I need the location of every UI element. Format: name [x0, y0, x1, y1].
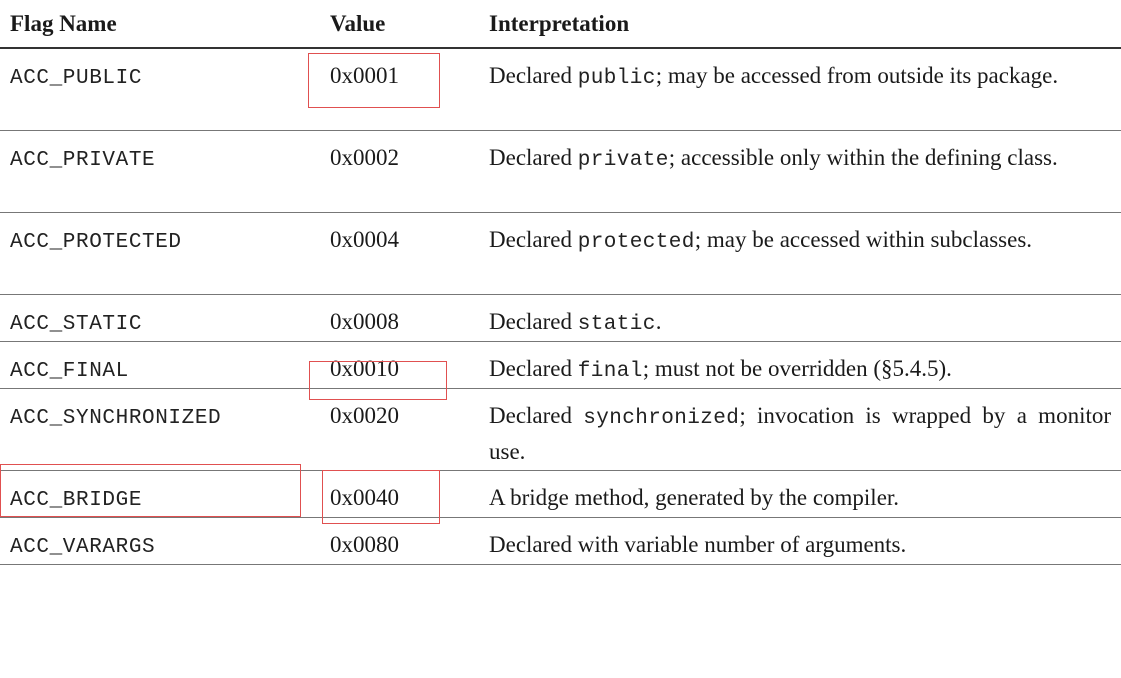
flag-value-cell: 0x0008: [308, 294, 479, 342]
interpretation-text: Declared: [489, 356, 578, 381]
interpretation-text: ; must not be overridden (§5.4.5).: [642, 356, 952, 381]
interpretation-text: ; invocation is wrapped by a monitor use…: [489, 403, 1112, 464]
interpretation-text: Declared: [489, 227, 578, 252]
code-keyword: final: [577, 360, 643, 383]
flag-name-cell: ACC_SYNCHRONIZED: [0, 388, 308, 471]
table-row: ACC_SYNCHRONIZED 0x0020 Declared synchro…: [0, 388, 1121, 471]
flag-name-cell: ACC_FINAL: [0, 341, 308, 389]
interpretation-text: Declared: [489, 309, 578, 334]
interpretation-cell: Declared private; accessible only within…: [479, 130, 1121, 213]
flag-value-cell: 0x0010: [308, 341, 479, 389]
table-row: ACC_STATIC 0x0008 Declared static.: [0, 294, 1121, 342]
interpretation-text: ; may be accessed from outside its packa…: [655, 63, 1059, 88]
table-row: ACC_VARARGS 0x0080 Declared with variabl…: [0, 517, 1121, 565]
flag-name-cell: ACC_PRIVATE: [0, 130, 308, 213]
code-keyword: protected: [577, 231, 695, 254]
interpretation-cell: Declared static.: [479, 294, 1121, 342]
flag-value-cell: 0x0001: [308, 48, 479, 131]
interpretation-text: Declared: [489, 145, 578, 170]
flag-name-cell: ACC_VARARGS: [0, 517, 308, 565]
interpretation-text: ; accessible only within the defining cl…: [668, 145, 1058, 170]
table-row: ACC_PRIVATE 0x0002 Declared private; acc…: [0, 130, 1121, 213]
table-row: ACC_PUBLIC 0x0001 Declared public; may b…: [0, 48, 1121, 131]
header-interpretation: Interpretation: [479, 0, 1121, 49]
interpretation-cell: Declared with variable number of argumen…: [479, 517, 1121, 565]
interpretation-cell: Declared protected; may be accessed with…: [479, 212, 1121, 295]
code-keyword: static: [577, 313, 656, 336]
flag-name-cell: ACC_STATIC: [0, 294, 308, 342]
interpretation-text: Declared with variable number of argumen…: [489, 532, 907, 557]
flag-value-cell: 0x0080: [308, 517, 479, 565]
code-keyword: public: [577, 67, 656, 90]
code-keyword: synchronized: [583, 407, 740, 430]
interpretation-text: A bridge method, generated by the compil…: [489, 485, 900, 510]
flag-value-cell: 0x0020: [308, 388, 479, 471]
header-flag-name: Flag Name: [0, 0, 308, 49]
table-row: ACC_FINAL 0x0010 Declared final; must no…: [0, 341, 1121, 389]
flag-name-cell: ACC_PROTECTED: [0, 212, 308, 295]
flag-value-cell: 0x0040: [308, 470, 479, 518]
interpretation-cell: A bridge method, generated by the compil…: [479, 470, 1121, 518]
interpretation-cell: Declared public; may be accessed from ou…: [479, 48, 1121, 131]
table-row: ACC_PROTECTED 0x0004 Declared protected;…: [0, 212, 1121, 295]
flag-value-cell: 0x0002: [308, 130, 479, 213]
access-flags-table: Flag Name Value Interpretation ACC_PUBLI…: [0, 0, 1121, 565]
flag-name-cell: ACC_PUBLIC: [0, 48, 308, 131]
interpretation-text: Declared: [489, 403, 584, 428]
interpretation-text: Declared: [489, 63, 578, 88]
flag-value-cell: 0x0004: [308, 212, 479, 295]
header-value: Value: [308, 0, 479, 49]
interpretation-text: .: [655, 309, 662, 334]
code-keyword: private: [577, 149, 669, 172]
table-row: ACC_BRIDGE 0x0040 A bridge method, gener…: [0, 470, 1121, 518]
interpretation-text: ; may be accessed within subclasses.: [694, 227, 1033, 252]
table-header-row: Flag Name Value Interpretation: [0, 0, 1121, 49]
interpretation-cell: Declared final; must not be overridden (…: [479, 341, 1121, 389]
interpretation-cell: Declared synchronized; invocation is wra…: [479, 388, 1121, 471]
flag-name-cell: ACC_BRIDGE: [0, 470, 308, 518]
